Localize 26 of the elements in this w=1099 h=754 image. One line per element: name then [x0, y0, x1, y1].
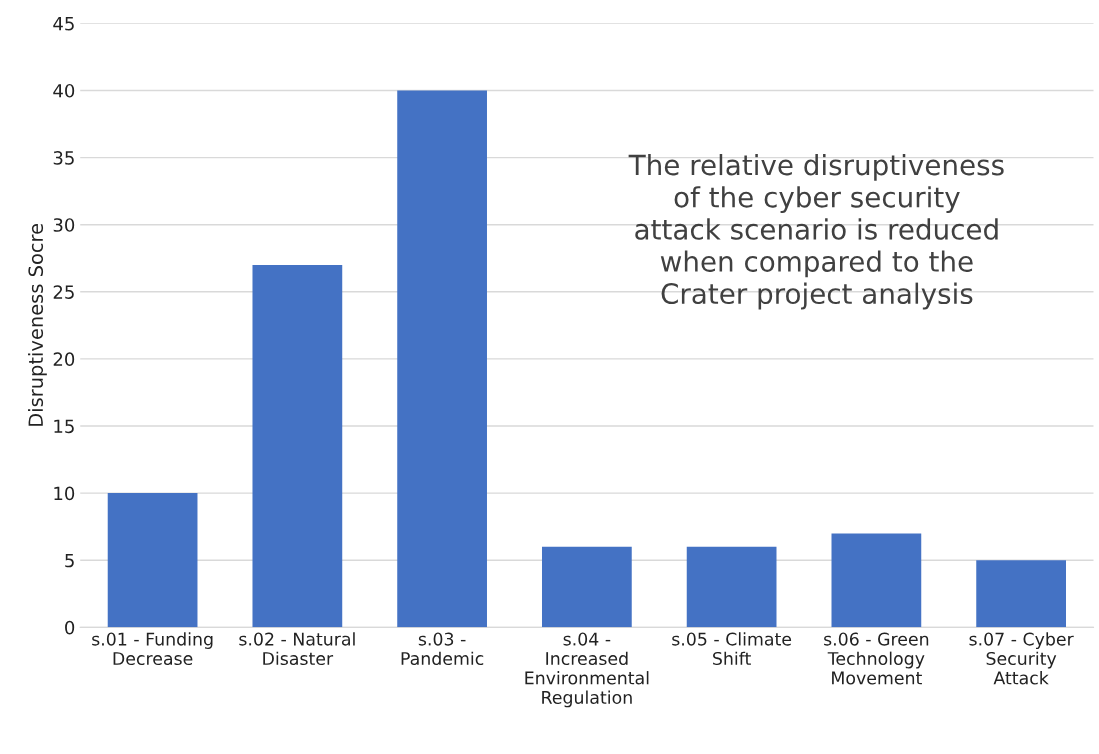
y-tick-label: 15	[54, 419, 74, 434]
x-tick-label: s.05 - Climate Shift	[672, 632, 792, 666]
bar	[397, 90, 487, 628]
x-tick-label: s.07 - Cyber Security Attack	[969, 632, 1074, 685]
y-tick-label: 0	[65, 620, 75, 635]
annotation: The relative disruptiveness of the cyber security attack scenario is reduced when compared to the Crater project analysis	[628, 153, 1004, 310]
y-tick-label: 5	[65, 553, 74, 568]
bar	[252, 264, 343, 628]
y-tick-label: 30	[53, 218, 75, 232]
bar	[107, 493, 198, 628]
x-tick-label: s.03 - Pandemic	[401, 632, 484, 666]
x-tick-label: s.01 - Funding Decrease	[92, 632, 213, 666]
bar	[976, 560, 1066, 628]
y-axis-title: Disruptiveness Socre	[28, 223, 47, 426]
x-tick-label: s.06 - Green Technology Movement	[824, 632, 929, 685]
x-tick-label: s.04 - Increased Environmental Regulation	[525, 632, 649, 708]
y-tick-label: 10	[54, 486, 75, 501]
y-tick-label: 40	[53, 83, 75, 98]
y-tick-label: 20	[53, 352, 75, 367]
bar	[541, 546, 632, 628]
bar	[686, 546, 777, 628]
y-tick-label: 25	[53, 285, 74, 299]
y-tick-label: 35	[53, 151, 74, 165]
y-tick-label: 45	[53, 17, 74, 31]
bar	[831, 533, 922, 628]
x-tick-label: s.02 - Natural Disaster	[239, 632, 355, 666]
